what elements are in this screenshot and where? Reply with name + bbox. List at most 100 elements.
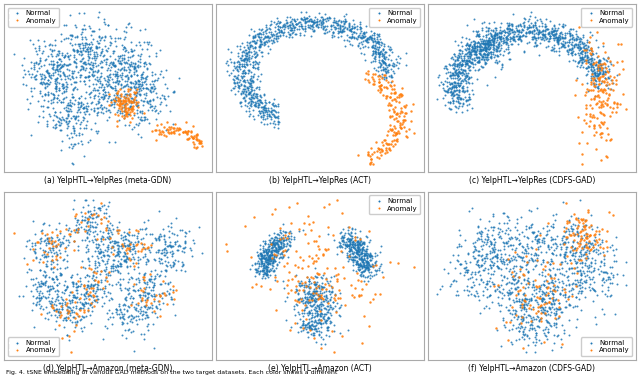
Point xyxy=(442,75,452,81)
Point xyxy=(363,70,373,77)
Point xyxy=(336,243,346,249)
Point xyxy=(448,252,458,258)
Point xyxy=(519,276,529,282)
Point xyxy=(362,259,372,265)
Point xyxy=(115,110,125,116)
Point xyxy=(239,52,250,58)
Point xyxy=(139,80,149,86)
Point xyxy=(151,238,161,244)
Point xyxy=(605,280,615,287)
Point xyxy=(61,86,71,92)
Point xyxy=(511,270,522,276)
Point xyxy=(113,35,124,41)
Point xyxy=(70,294,80,300)
Point xyxy=(230,65,240,71)
Point xyxy=(60,54,70,60)
Point xyxy=(250,103,260,109)
Point xyxy=(438,81,449,87)
Point xyxy=(404,126,414,132)
Point xyxy=(461,60,472,66)
Point xyxy=(131,227,141,233)
Point xyxy=(42,231,52,238)
Point xyxy=(375,249,385,255)
Point xyxy=(269,233,280,239)
Point xyxy=(537,297,547,303)
Point xyxy=(36,228,46,234)
Point xyxy=(265,239,275,245)
Point xyxy=(520,331,530,337)
Point xyxy=(575,285,585,291)
Point xyxy=(8,51,19,57)
Point xyxy=(148,81,158,87)
Point xyxy=(452,52,463,58)
Point xyxy=(242,61,252,67)
Point xyxy=(594,70,604,76)
Point xyxy=(557,237,567,243)
Point xyxy=(83,216,93,222)
Point xyxy=(145,276,155,282)
Point xyxy=(459,89,469,95)
Point xyxy=(292,200,302,206)
Point xyxy=(72,283,83,289)
Point xyxy=(289,27,300,33)
Point xyxy=(314,271,324,277)
Point xyxy=(88,288,99,294)
Point xyxy=(527,245,538,251)
Point xyxy=(483,227,493,233)
Point xyxy=(556,244,566,250)
Point xyxy=(151,127,161,133)
Point xyxy=(119,66,129,72)
Point xyxy=(381,77,391,83)
Point xyxy=(246,75,257,81)
Point xyxy=(111,307,122,313)
Point xyxy=(84,292,95,298)
Point xyxy=(481,54,491,60)
Point xyxy=(38,97,49,103)
Point xyxy=(470,48,480,54)
Point xyxy=(255,247,266,253)
Point xyxy=(46,311,56,317)
Point xyxy=(440,78,450,84)
Point xyxy=(131,80,141,86)
Point xyxy=(528,279,538,285)
Point xyxy=(544,299,554,305)
Point xyxy=(256,38,266,44)
Point xyxy=(461,51,471,57)
Point xyxy=(318,26,328,32)
Point xyxy=(332,20,342,26)
Point xyxy=(112,70,122,77)
Point xyxy=(96,200,106,206)
Point xyxy=(542,308,552,314)
Point xyxy=(76,219,86,225)
Point xyxy=(529,38,540,44)
Point xyxy=(474,236,484,242)
Point xyxy=(119,104,129,110)
Point xyxy=(540,32,550,38)
Point xyxy=(106,64,116,70)
Point xyxy=(483,27,493,33)
Point xyxy=(472,39,483,45)
Point xyxy=(115,72,125,78)
Point xyxy=(264,29,274,35)
Point xyxy=(308,332,319,338)
Point xyxy=(320,305,330,311)
Point xyxy=(272,249,282,255)
Point xyxy=(485,41,495,47)
Point xyxy=(522,277,532,283)
Point xyxy=(100,206,111,212)
Point xyxy=(130,64,140,70)
Point xyxy=(506,234,516,240)
Point xyxy=(507,305,517,311)
Point xyxy=(124,304,134,310)
Point xyxy=(257,49,268,55)
Point xyxy=(87,72,97,78)
Point xyxy=(396,108,406,114)
Point xyxy=(302,15,312,21)
Point xyxy=(248,38,258,44)
Point xyxy=(45,51,56,57)
Point xyxy=(454,227,464,233)
Point xyxy=(319,305,329,311)
Point xyxy=(355,236,365,242)
Point xyxy=(447,84,457,90)
Point xyxy=(48,259,58,265)
